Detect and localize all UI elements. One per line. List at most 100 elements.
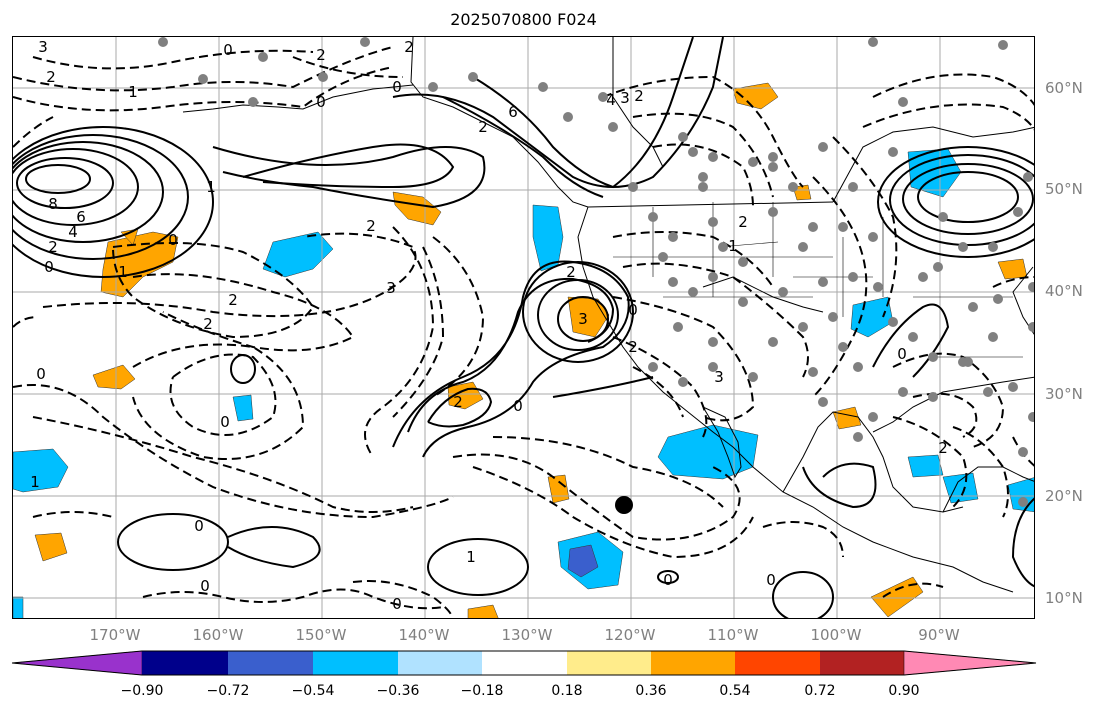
contour-label: 2 xyxy=(478,118,488,136)
shade-skyblue xyxy=(850,296,894,338)
contour-label: 0 xyxy=(44,258,54,276)
contour-label: 2 xyxy=(404,38,414,56)
lon-label-140w: 140°W xyxy=(398,626,450,644)
colorbar-tick-label: 0.72 xyxy=(804,683,836,699)
colorbar xyxy=(11,650,1037,676)
contour-label: 2 xyxy=(453,393,463,411)
contour-label: 2 xyxy=(628,338,638,356)
colorbar-segment xyxy=(482,651,567,675)
colorbar-tick-label: 0.18 xyxy=(551,683,583,699)
shade-skyblue xyxy=(13,448,69,493)
colorbar-outline xyxy=(11,650,1037,676)
colorbar-segment xyxy=(398,651,482,675)
colorbar-tick-label: −0.18 xyxy=(460,683,504,699)
contour-label: 2 xyxy=(316,46,326,64)
lat-label-10n: 10°N xyxy=(1045,589,1083,607)
lon-label-160w: 160°W xyxy=(192,626,244,644)
shade-orange xyxy=(392,191,442,226)
lon-label-150w: 150°W xyxy=(295,626,347,644)
shade-orange xyxy=(92,364,136,390)
colorbar-segment xyxy=(11,650,143,676)
shade-skyblue xyxy=(942,472,979,504)
lon-label-90w: 90°W xyxy=(918,626,960,644)
contour-label: 2 xyxy=(366,217,376,235)
coastlines xyxy=(182,37,1034,593)
contour-label: 0 xyxy=(194,517,204,535)
shade-orange xyxy=(732,82,779,110)
lat-label-60n: 60°N xyxy=(1045,79,1083,97)
map-title: 2025070800 F024 xyxy=(450,10,597,29)
colorbar-tick-label: −0.90 xyxy=(120,683,164,699)
contour-label: 0 xyxy=(766,571,776,589)
colorbar-tick-label: −0.72 xyxy=(206,683,250,699)
colorbar-tick-label: 0.54 xyxy=(719,683,751,699)
contour-label: 6 xyxy=(508,103,518,121)
contour-label: 2 xyxy=(228,291,238,309)
contour-label: 0 xyxy=(392,78,402,96)
colorbar-tick-label: −0.36 xyxy=(376,683,420,699)
contour-labels: 3 2 0 2 2 1 0 4 3 2 0 6 2 1 8 6 4 2 0 1 … xyxy=(30,38,948,613)
colorbar-segment xyxy=(142,651,228,675)
contour-label: 0 xyxy=(220,413,230,431)
contour-label: 0 xyxy=(200,577,210,595)
contour-label: 2 xyxy=(634,87,644,105)
contour-label: 0 xyxy=(628,301,638,319)
contour-label: 2 xyxy=(566,263,576,281)
contour-label: 3 xyxy=(578,310,588,328)
lon-label-100w: 100°W xyxy=(810,626,862,644)
shade-skyblue xyxy=(262,231,334,278)
contour-label: 2 xyxy=(938,439,948,457)
station-markers xyxy=(158,37,1034,507)
shade-orange xyxy=(997,258,1028,280)
map-plot-area[interactable]: 3 2 0 2 2 1 0 4 3 2 0 6 2 1 8 6 4 2 0 1 … xyxy=(12,36,1035,619)
contour-label: 1 xyxy=(206,178,216,196)
lat-label-30n: 30°N xyxy=(1045,385,1083,403)
lon-label-130w: 130°W xyxy=(501,626,553,644)
contour-label: 1 xyxy=(128,83,138,101)
shade-orange xyxy=(870,576,924,618)
contour-label: 6 xyxy=(76,208,86,226)
graticule xyxy=(13,37,1034,618)
shade-skyblue xyxy=(13,596,24,618)
lat-label-50n: 50°N xyxy=(1045,180,1083,198)
contour-label: 3 xyxy=(386,279,396,297)
shade-orange xyxy=(34,532,68,562)
lon-label-170w: 170°W xyxy=(89,626,141,644)
lat-label-20n: 20°N xyxy=(1045,487,1083,505)
colorbar-tick-label: −0.54 xyxy=(291,683,335,699)
contour-label: 2 xyxy=(46,68,56,86)
contour-label: 0 xyxy=(316,93,326,111)
colorbar-segment xyxy=(735,651,820,675)
lon-label-120w: 120°W xyxy=(604,626,656,644)
shade-orange xyxy=(467,604,499,618)
center-marker xyxy=(615,496,633,514)
colorbar-segment xyxy=(651,651,735,675)
colorbar-tick-label: 0.90 xyxy=(888,683,920,699)
colorbar-segment xyxy=(567,651,651,675)
shade-orange xyxy=(100,231,179,298)
contour-label: 3 xyxy=(38,38,48,56)
shaded-regions xyxy=(13,82,1034,618)
colorbar-tick-label: 0.36 xyxy=(635,683,667,699)
contour-label: 2 xyxy=(48,238,58,256)
contour-label: 0 xyxy=(392,595,402,613)
colorbar-segment xyxy=(903,650,1037,676)
contour-label: 4 xyxy=(606,91,616,109)
contour-label: 3 xyxy=(620,89,630,107)
colorbar-segment xyxy=(820,651,904,675)
shade-skyblue xyxy=(907,454,944,478)
solid-contours xyxy=(13,37,1034,618)
shade-orange xyxy=(120,228,139,246)
contour-label: 3 xyxy=(714,368,724,386)
shade-orange xyxy=(547,474,570,504)
contour-label: 1 xyxy=(30,473,40,491)
lat-label-40n: 40°N xyxy=(1045,282,1083,300)
shade-royalblue xyxy=(567,544,599,578)
shade-skyblue xyxy=(232,394,254,422)
contour-label: 0 xyxy=(168,231,178,249)
contour-label: 8 xyxy=(48,195,58,213)
contour-label: 0 xyxy=(513,397,523,415)
contour-label: 2 xyxy=(203,315,213,333)
contour-label: 0 xyxy=(36,365,46,383)
contour-label: 1 xyxy=(728,237,738,255)
